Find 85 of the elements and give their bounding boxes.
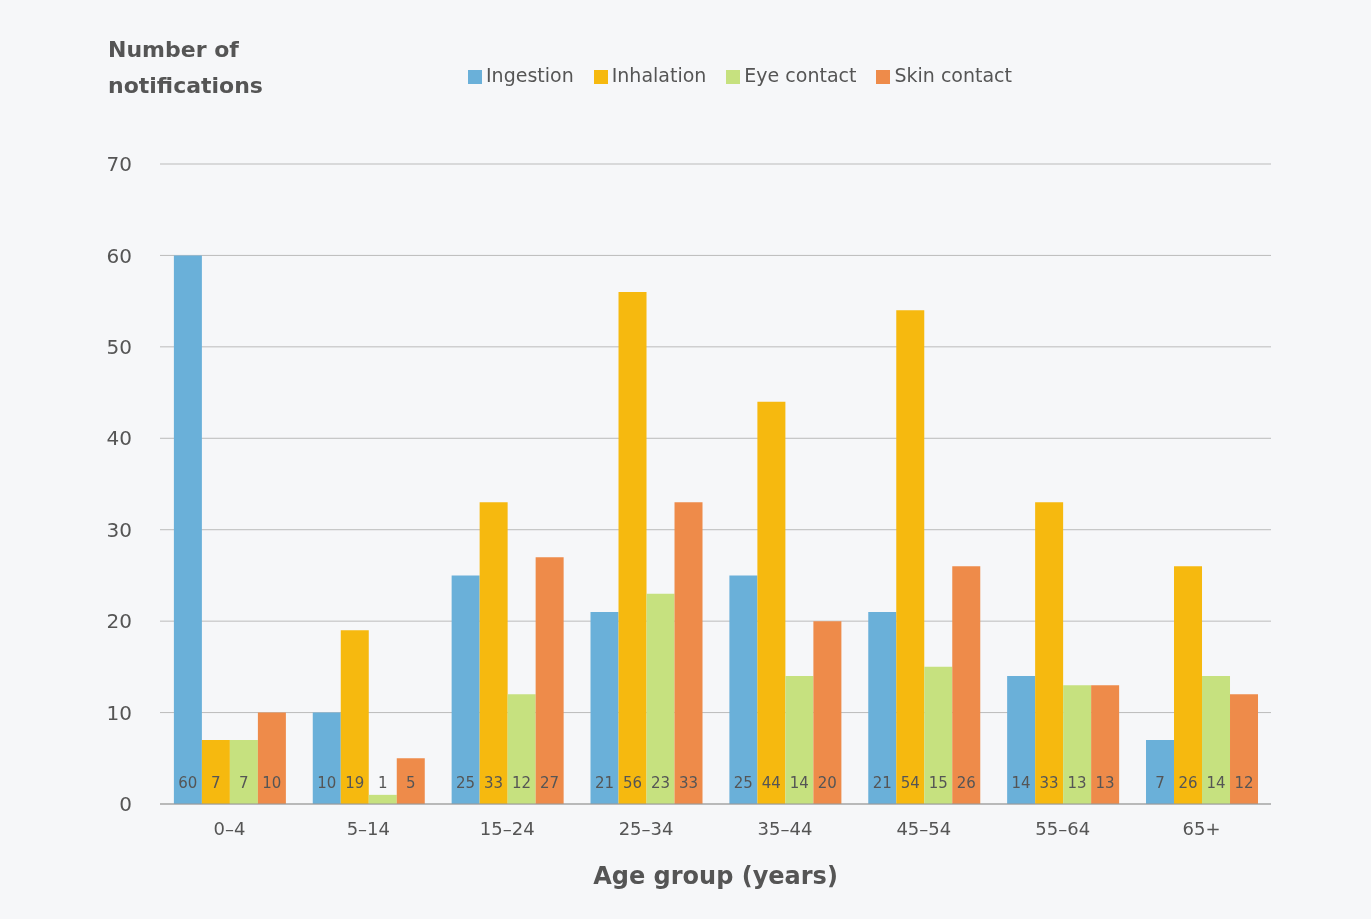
bar bbox=[173, 255, 202, 804]
x-tick-label: 45–54 bbox=[896, 817, 952, 839]
bar bbox=[507, 694, 536, 804]
x-tick-label: 0–4 bbox=[213, 817, 246, 839]
bar bbox=[229, 740, 258, 804]
data-label: 5 bbox=[405, 774, 416, 792]
legend-label: Ingestion bbox=[486, 64, 574, 86]
bar bbox=[1174, 566, 1203, 804]
y-tick-label: 0 bbox=[119, 792, 132, 817]
x-tick-label: 55–64 bbox=[1035, 817, 1091, 839]
data-label: 25 bbox=[733, 774, 753, 792]
data-label: 10 bbox=[262, 774, 282, 792]
x-tick-label: 25–34 bbox=[618, 817, 674, 839]
data-label: 12 bbox=[1234, 774, 1254, 792]
bar bbox=[924, 666, 953, 804]
data-label: 21 bbox=[872, 774, 892, 792]
x-tick-label: 15–24 bbox=[479, 817, 535, 839]
bar bbox=[618, 292, 647, 804]
bar bbox=[868, 612, 897, 804]
bar bbox=[1230, 694, 1259, 804]
bar bbox=[785, 676, 814, 804]
legend-label: Skin contact bbox=[894, 64, 1012, 86]
bar bbox=[1035, 502, 1064, 804]
data-label: 7 bbox=[1155, 774, 1165, 792]
bar bbox=[396, 758, 425, 804]
bar bbox=[646, 593, 675, 804]
bar bbox=[451, 575, 480, 804]
bar bbox=[1063, 685, 1092, 804]
x-tick-label: 65+ bbox=[1182, 817, 1221, 839]
bar bbox=[340, 630, 369, 804]
y-axis-title: Number of notifications bbox=[108, 36, 264, 100]
bar bbox=[201, 740, 230, 804]
bar bbox=[674, 502, 703, 804]
y-tick-label: 20 bbox=[106, 609, 132, 634]
data-label: 14 bbox=[1206, 774, 1226, 792]
data-label: 14 bbox=[789, 774, 809, 792]
bar bbox=[1202, 676, 1231, 804]
data-label: 13 bbox=[1095, 774, 1115, 792]
x-tick-label: 35–44 bbox=[757, 817, 813, 839]
x-axis-title: Age group (years) bbox=[592, 862, 839, 890]
bar bbox=[1091, 685, 1120, 804]
bar bbox=[1146, 740, 1175, 804]
legend-label: Inhalation bbox=[611, 64, 707, 86]
data-label: 12 bbox=[512, 774, 532, 792]
legend-label: Eye contact bbox=[744, 64, 857, 86]
data-label: 15 bbox=[928, 774, 948, 792]
data-label: 10 bbox=[317, 774, 337, 792]
bar bbox=[590, 612, 619, 804]
bar bbox=[729, 575, 758, 804]
bar bbox=[535, 557, 564, 804]
data-label: 25 bbox=[456, 774, 476, 792]
y-tick-label: 30 bbox=[106, 517, 132, 542]
data-label: 19 bbox=[345, 774, 365, 792]
data-label: 1 bbox=[377, 774, 388, 792]
data-label: 56 bbox=[622, 774, 643, 792]
data-label: 27 bbox=[540, 774, 560, 792]
bar bbox=[813, 621, 842, 804]
bar bbox=[952, 566, 981, 804]
data-label: 21 bbox=[594, 774, 615, 792]
data-label: 26 bbox=[956, 774, 976, 792]
data-label: 14 bbox=[1011, 774, 1031, 792]
bar bbox=[479, 502, 508, 804]
data-label: 44 bbox=[761, 774, 781, 792]
data-label: 7 bbox=[239, 774, 249, 792]
data-label: 23 bbox=[650, 774, 671, 792]
data-label: 7 bbox=[211, 774, 221, 792]
y-tick-label: 70 bbox=[106, 152, 132, 177]
x-tick-label: 5–14 bbox=[346, 817, 390, 839]
data-label: 13 bbox=[1067, 774, 1087, 792]
data-label: 60 bbox=[178, 774, 198, 792]
y-tick-label: 40 bbox=[106, 426, 132, 451]
bar bbox=[896, 310, 925, 804]
bar bbox=[1007, 676, 1036, 804]
bar bbox=[312, 712, 341, 804]
data-label: 33 bbox=[1039, 774, 1059, 792]
y-tick-label: 50 bbox=[106, 334, 132, 359]
data-label: 33 bbox=[678, 774, 699, 792]
y-tick-label: 60 bbox=[106, 243, 132, 268]
data-label: 26 bbox=[1178, 774, 1198, 792]
bar bbox=[757, 401, 786, 804]
bar bbox=[257, 712, 286, 804]
data-label: 20 bbox=[817, 774, 837, 792]
data-label: 54 bbox=[900, 774, 920, 792]
data-label: 33 bbox=[484, 774, 504, 792]
y-tick-label: 10 bbox=[106, 700, 132, 725]
